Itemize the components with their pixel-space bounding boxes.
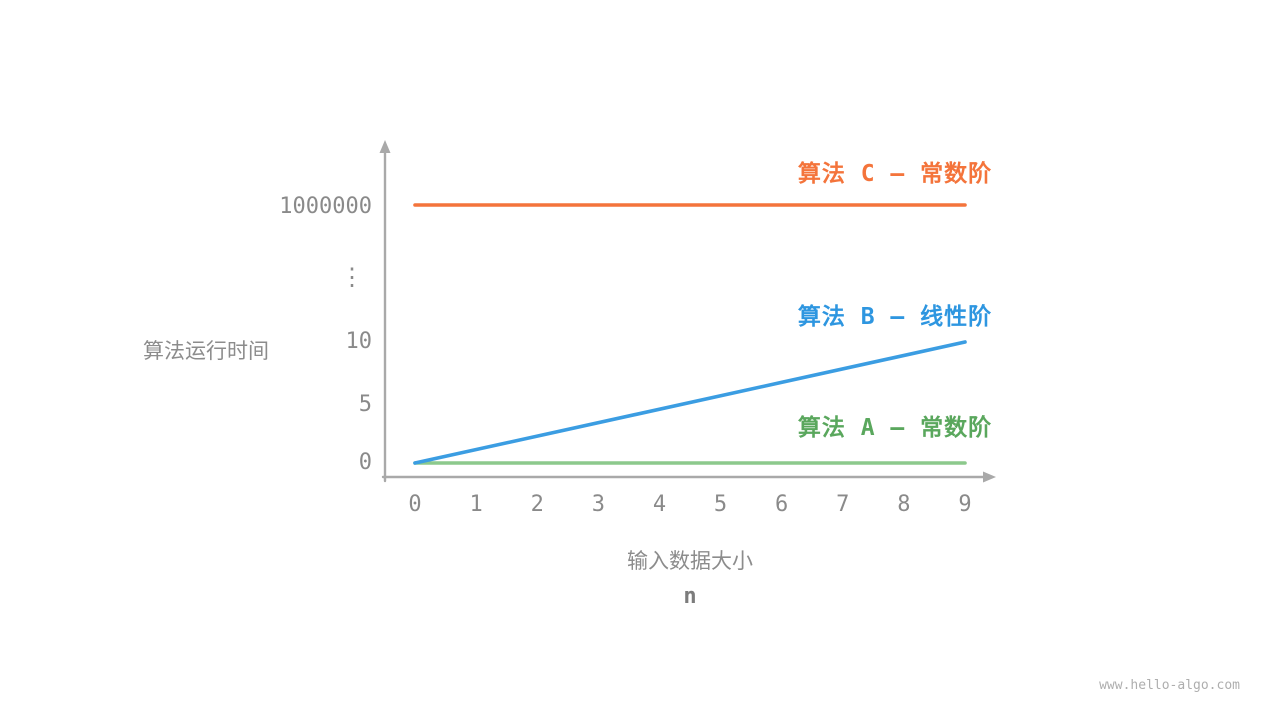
x-tick-label: 1 bbox=[469, 492, 483, 517]
x-tick-label: 6 bbox=[775, 492, 789, 517]
x-tick-label: 3 bbox=[591, 492, 605, 517]
x-tick-label: 0 bbox=[408, 492, 422, 517]
legend-algorithm-a: 算法 A — 常数阶 bbox=[797, 415, 993, 441]
y-tick-label: 10 bbox=[345, 329, 373, 354]
x-tick-label: 4 bbox=[652, 492, 667, 517]
y-tick-label: ⋮ bbox=[340, 263, 364, 291]
watermark: www.hello-algo.com bbox=[1099, 678, 1240, 693]
x-tick-label: 5 bbox=[713, 492, 728, 517]
legend-algorithm-c: 算法 C — 常数阶 bbox=[797, 161, 993, 187]
x-tick-label: 2 bbox=[530, 492, 544, 517]
x-tick-labels: 0 1 2 3 4 5 6 7 8 9 bbox=[0, 492, 1280, 524]
x-tick-label: 7 bbox=[836, 492, 850, 517]
x-axis-arrow-icon bbox=[983, 471, 996, 483]
legend-algorithm-b: 算法 B — 线性阶 bbox=[797, 304, 993, 330]
y-axis-label: 算法运行时间 bbox=[143, 339, 269, 363]
y-tick-label: 0 bbox=[358, 450, 372, 475]
y-tick-label: 1000000 bbox=[279, 194, 372, 219]
y-axis-arrow-icon bbox=[379, 140, 391, 153]
line-algorithm-b bbox=[413, 340, 967, 465]
x-axis-symbol: n bbox=[683, 584, 697, 609]
x-axis-label: 输入数据大小 bbox=[627, 549, 753, 573]
x-tick-label: 8 bbox=[897, 492, 911, 517]
x-tick-label: 9 bbox=[958, 492, 972, 517]
y-tick-label: 5 bbox=[358, 392, 372, 417]
